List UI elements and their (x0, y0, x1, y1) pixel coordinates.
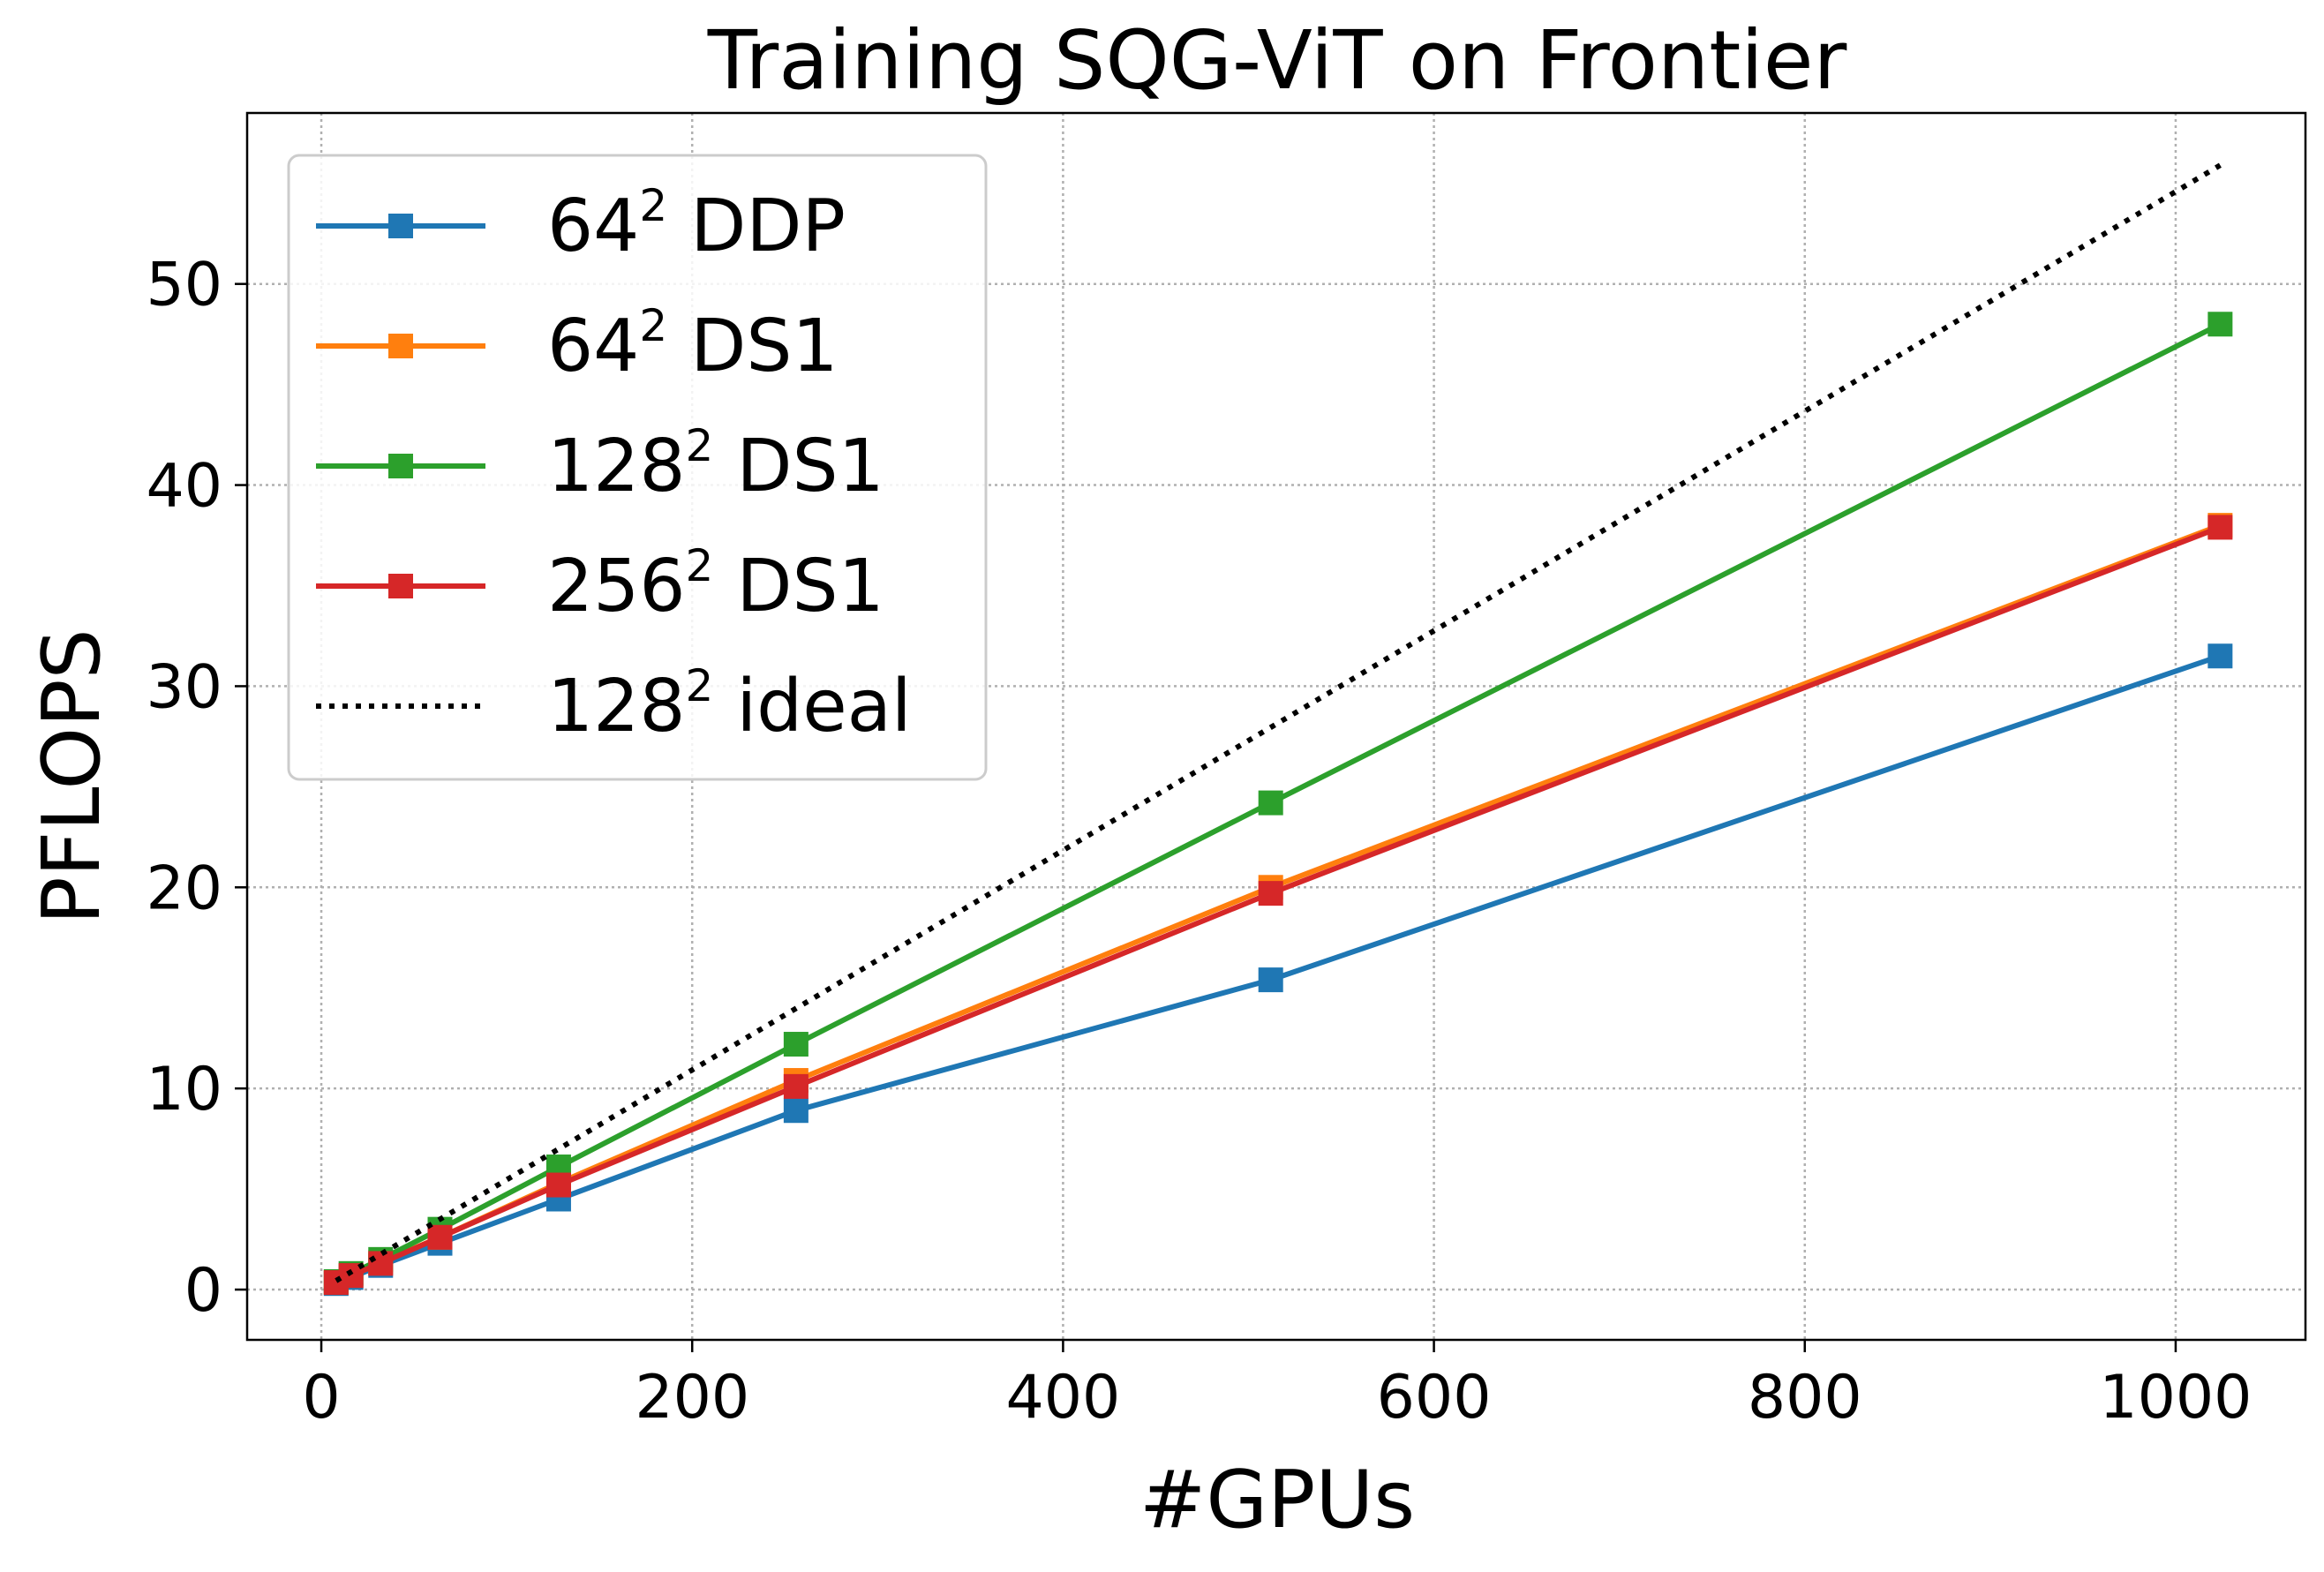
legend-label-exponent: 2 (639, 300, 667, 351)
legend-entry: 1282 ideal (316, 660, 912, 748)
data-point (545, 1172, 571, 1198)
data-point (2207, 312, 2233, 337)
x-tick-label: 0 (302, 1363, 340, 1433)
legend-swatch-marker (388, 454, 413, 478)
data-point (2207, 643, 2233, 669)
data-point (1258, 790, 1283, 816)
y-tick-label: 50 (146, 251, 222, 320)
data-point (2207, 515, 2233, 540)
y-tick-label: 30 (146, 652, 222, 722)
data-point (1258, 881, 1283, 906)
data-point (1258, 967, 1283, 993)
legend-label-suffix: DS1 (667, 305, 838, 388)
x-axis: 0 200 400 600 800 1000 (302, 1340, 2252, 1433)
legend-label-base: 256 (547, 545, 686, 628)
legend-label: 642 DDP (547, 180, 846, 268)
legend-swatch-marker (388, 334, 413, 358)
legend-label: 2562 DS1 (547, 540, 884, 628)
x-tick-label: 800 (1748, 1363, 1862, 1433)
legend-label-suffix: ideal (713, 665, 911, 748)
y-tick-label: 0 (184, 1256, 222, 1326)
data-point (783, 1073, 809, 1099)
legend-label-suffix: DS1 (713, 425, 884, 508)
legend-label-suffix: DS1 (713, 545, 884, 628)
chart-title: Training SQG-ViT on Frontier (707, 13, 1847, 108)
legend-label-exponent: 2 (686, 660, 714, 711)
legend-label-base: 128 (547, 425, 686, 508)
x-axis-label: #GPUs (1139, 1454, 1415, 1546)
legend-swatch-marker (388, 574, 413, 598)
plot-frame (245, 111, 2307, 1342)
data-point (783, 1032, 809, 1057)
legend-label-base: 128 (547, 665, 686, 748)
data-point (427, 1224, 453, 1250)
x-tick-label: 400 (1005, 1363, 1120, 1433)
legend-label-exponent: 2 (686, 420, 714, 471)
legend-label-exponent: 2 (686, 540, 714, 591)
y-tick-label: 10 (146, 1055, 222, 1124)
data-point (783, 1098, 809, 1124)
y-axis-label: PFLOPS (26, 628, 118, 924)
legend-label-exponent: 2 (639, 180, 667, 231)
y-axis: 0 10 20 30 40 50 (146, 251, 247, 1326)
y-tick-label: 40 (146, 452, 222, 522)
legend-swatch-marker (388, 214, 413, 238)
legend-label: 1282 DS1 (547, 420, 884, 508)
x-tick-label: 1000 (2099, 1363, 2252, 1433)
legend-label-suffix: DDP (667, 184, 846, 268)
y-tick-label: 20 (146, 854, 222, 923)
legend-label-base: 64 (547, 184, 639, 268)
legend-label: 642 DS1 (547, 300, 839, 388)
legend-label: 1282 ideal (547, 660, 912, 748)
series-3 (323, 515, 2233, 1296)
x-tick-label: 600 (1377, 1363, 1492, 1433)
x-tick-label: 200 (635, 1363, 749, 1433)
legend-label-base: 64 (547, 305, 639, 388)
legend-entry: 642 DDP (316, 180, 846, 268)
legend-box (287, 154, 988, 781)
data-point (368, 1251, 394, 1276)
legend-entry: 642 DS1 (316, 300, 839, 388)
legend-entry: 2562 DS1 (316, 540, 884, 628)
series-layer (323, 162, 2233, 1297)
legend-entry: 1282 DS1 (316, 420, 884, 508)
